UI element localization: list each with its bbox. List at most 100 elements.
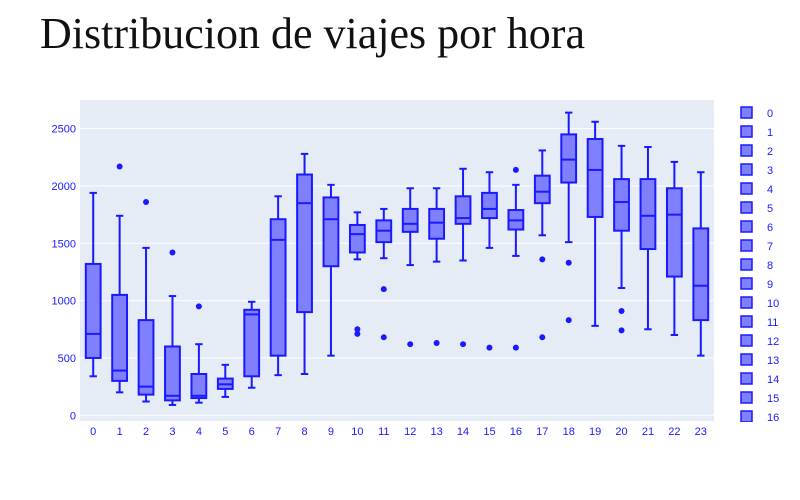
legend-item-12[interactable]: 12: [740, 334, 779, 348]
box-iqr: [560, 133, 578, 184]
x-tick-label: 17: [536, 426, 548, 438]
legend-item-14[interactable]: 14: [740, 372, 779, 386]
legend-label: 1: [767, 127, 773, 139]
outlier-point: [169, 249, 176, 256]
box-hour-7[interactable]: [269, 195, 287, 377]
x-tick-label: 6: [249, 426, 255, 438]
x-tick-label: 7: [275, 426, 281, 438]
legend-label: 16: [767, 412, 779, 424]
x-tick-label: 21: [642, 426, 654, 438]
box-hour-0[interactable]: [84, 191, 102, 378]
legend-item-2[interactable]: 2: [740, 144, 773, 158]
legend-label: 8: [767, 260, 773, 272]
box-hour-5[interactable]: [216, 363, 234, 398]
legend-swatch: [740, 353, 753, 366]
x-tick-label: 2: [143, 426, 149, 438]
box-hour-3[interactable]: [164, 249, 181, 406]
box-hour-10[interactable]: [348, 211, 366, 337]
outlier-point: [116, 163, 123, 170]
legend-label: 10: [767, 298, 779, 310]
legend-item-13[interactable]: 13: [740, 353, 779, 367]
box-hour-6[interactable]: [243, 300, 261, 389]
box-iqr: [322, 196, 340, 268]
box-iqr: [428, 207, 446, 240]
legend-item-11[interactable]: 11: [740, 315, 778, 329]
box-series: [84, 111, 710, 406]
x-axis-ticks: 0 1 2 3 4 5 6 7 8 9 10 11 12 13 14 15 16 17 18 19 20 21 22 23: [90, 426, 707, 438]
legend-item-5[interactable]: 5: [740, 201, 773, 215]
box-hour-2[interactable]: [137, 199, 155, 403]
legend-item-8[interactable]: 8: [740, 258, 773, 272]
box-hour-16[interactable]: [507, 166, 525, 351]
outlier-point: [565, 259, 572, 266]
box-hour-11[interactable]: [375, 207, 393, 341]
legend-label: 3: [767, 165, 773, 177]
box-iqr: [348, 223, 366, 254]
legend-label: 7: [767, 241, 773, 253]
legend-swatch: [740, 239, 753, 252]
y-tick-label: 1000: [52, 296, 76, 308]
legend-item-4[interactable]: 4: [740, 182, 773, 196]
box-iqr: [639, 178, 657, 251]
box-hour-21[interactable]: [639, 146, 657, 331]
legend-swatch: [740, 372, 753, 385]
x-tick-label: 8: [301, 426, 307, 438]
chart-title: Distribucion de viajes por hora: [40, 9, 585, 58]
outlier-point: [354, 326, 361, 333]
box-iqr: [137, 319, 155, 396]
box-hour-23[interactable]: [692, 171, 710, 357]
box-hour-9[interactable]: [322, 183, 340, 357]
box-hour-17[interactable]: [533, 149, 551, 341]
y-tick-label: 1500: [52, 238, 76, 250]
box-hour-4[interactable]: [190, 303, 208, 404]
outlier-point: [539, 256, 546, 263]
box-hour-8[interactable]: [296, 152, 313, 375]
outlier-point: [618, 307, 625, 314]
box-iqr: [454, 195, 472, 225]
y-tick-label: 500: [58, 353, 76, 365]
x-tick-label: 22: [668, 426, 680, 438]
legend-swatch: [740, 182, 753, 195]
legend-item-1[interactable]: 1: [740, 125, 773, 139]
x-tick-label: 14: [457, 426, 469, 438]
legend-label: 15: [767, 393, 779, 405]
box-iqr: [269, 218, 287, 357]
legend-item-7[interactable]: 7: [740, 239, 773, 253]
box-hour-12[interactable]: [401, 187, 419, 348]
box-hour-14[interactable]: [454, 167, 472, 348]
box-hour-13[interactable]: [428, 187, 446, 347]
box-hour-22[interactable]: [665, 160, 683, 337]
legend-item-10[interactable]: 10: [740, 296, 779, 310]
legend-swatch: [740, 315, 753, 328]
box-hour-19[interactable]: [586, 120, 604, 327]
legend-item-9[interactable]: 9: [740, 277, 773, 291]
legend-swatch: [740, 144, 753, 157]
legend-item-3[interactable]: 3: [740, 163, 773, 177]
box-hour-15[interactable]: [481, 171, 498, 351]
x-tick-label: 0: [90, 426, 96, 438]
legend-item-15[interactable]: 15: [740, 391, 779, 405]
legend-item-0[interactable]: 0: [740, 106, 773, 120]
outlier-point: [380, 334, 387, 341]
x-tick-label: 19: [589, 426, 601, 438]
box-iqr: [586, 137, 604, 218]
outlier-point: [539, 334, 546, 341]
x-tick-label: 16: [510, 426, 522, 438]
x-tick-label: 20: [615, 426, 627, 438]
legend-label: 4: [767, 184, 773, 196]
y-tick-label: 2500: [52, 124, 76, 136]
box-hour-1[interactable]: [111, 163, 129, 394]
box-hour-20[interactable]: [613, 144, 630, 334]
outlier-point: [195, 303, 202, 310]
legend-item-6[interactable]: 6: [740, 220, 773, 234]
outlier-point: [565, 317, 572, 324]
legend-label: 5: [767, 203, 773, 215]
legend-item-16[interactable]: 16: [740, 410, 779, 424]
box-hour-18[interactable]: [560, 111, 578, 324]
outlier-point: [433, 340, 440, 347]
box-iqr: [190, 372, 208, 400]
x-tick-label: 18: [563, 426, 575, 438]
box-iqr: [296, 173, 313, 314]
